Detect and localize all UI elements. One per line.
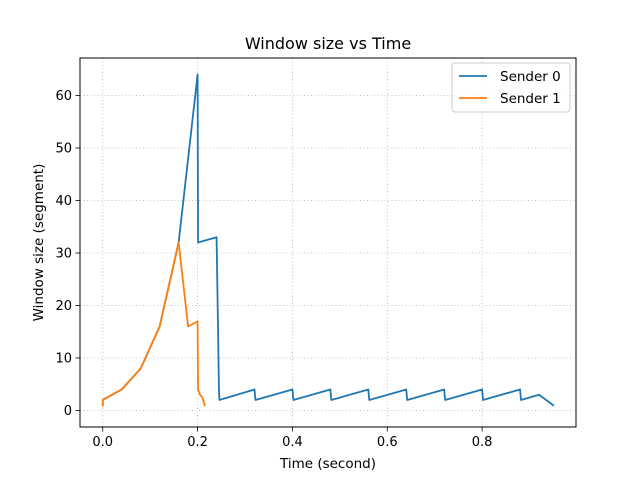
series-line-sender-1 <box>101 241 206 407</box>
legend-label-sender-1: Sender 1 <box>500 91 561 107</box>
x-axis-label: Time (second) <box>279 456 376 472</box>
legend-label-sender-0: Sender 0 <box>500 69 561 85</box>
plot-area <box>80 58 576 427</box>
y-tick-label: 30 <box>55 246 72 261</box>
series-lines <box>101 73 555 407</box>
chart-title: Window size vs Time <box>245 34 411 53</box>
y-tick-label: 10 <box>55 351 72 366</box>
x-tick-label: 0.0 <box>92 435 113 450</box>
x-tick-label: 0.8 <box>472 435 493 450</box>
y-tick-label: 40 <box>55 194 72 209</box>
axis-ticks: 0.0 0.2 0.4 0.6 0.8 0 10 20 30 40 50 60 <box>55 89 492 450</box>
y-tick-label: 20 <box>55 299 72 314</box>
plot-frame <box>79 57 577 428</box>
x-tick-label: 0.2 <box>187 435 208 450</box>
x-tick-label: 0.4 <box>282 435 303 450</box>
y-tick-label: 50 <box>55 142 72 157</box>
x-tick-label: 0.6 <box>377 435 398 450</box>
y-axis-label: Window size (segment) <box>31 164 47 322</box>
y-tick-label: 60 <box>55 89 72 104</box>
y-tick-label: 0 <box>64 404 72 419</box>
legend: Sender 0 Sender 1 <box>451 62 571 113</box>
